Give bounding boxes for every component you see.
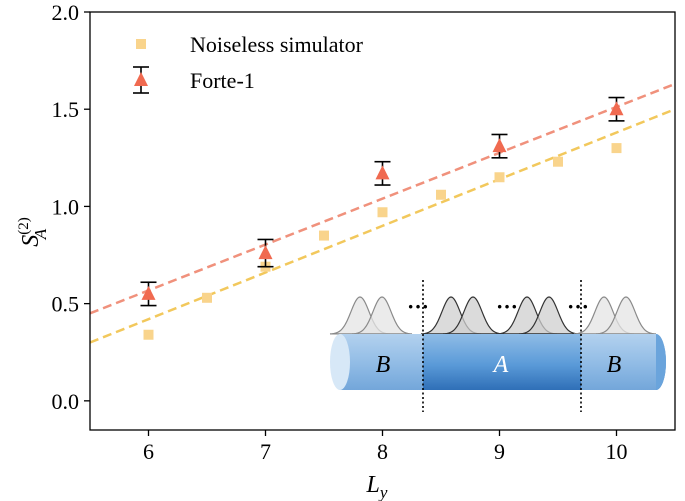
fit-line-1: [89, 82, 676, 315]
gaussian-bump-3: [442, 296, 504, 335]
marker-triangle-4: [609, 101, 624, 116]
x-tick-label-3: 9: [494, 439, 505, 464]
marker-square-6: [494, 172, 505, 183]
marker-square-0: [143, 329, 154, 340]
x-tick-label-2: 8: [377, 439, 388, 464]
cylinder-region-b-left: [340, 334, 423, 390]
marker-triangle-0: [141, 285, 156, 300]
region-label-a-1: A: [492, 352, 509, 378]
y-axis-label: S(2)A: [16, 217, 50, 247]
marker-triangle-1: [258, 245, 273, 260]
y-tick-label-1: 0.5: [52, 292, 80, 317]
cylinder-region-b-right: [581, 334, 656, 390]
marker-square-1: [202, 292, 212, 303]
legend-label-0: Noiseless simulator: [190, 32, 364, 57]
fit-lines: [89, 82, 676, 344]
marker-square-5: [436, 189, 446, 200]
gaussian-bump-1: [351, 296, 413, 335]
legend: Noiseless simulator Forte-1: [133, 32, 364, 94]
legend-label-1: Forte-1: [190, 68, 255, 93]
ellipsis-dots-2: ···: [567, 294, 589, 319]
marker-square-3: [319, 230, 329, 241]
marker-square-8: [611, 143, 622, 154]
marker-triangle-3: [492, 138, 507, 153]
region-label-b-2: B: [607, 352, 622, 378]
y-tick-label-2: 1.0: [52, 194, 80, 219]
ellipsis-dots-0: ···: [407, 294, 429, 319]
ellipsis-dots-1: ···: [496, 294, 518, 319]
marker-square-7: [553, 156, 563, 167]
x-tick-label-1: 7: [260, 439, 271, 464]
marker-triangle-2: [375, 165, 390, 180]
gaussian-bump-5: [518, 296, 580, 335]
cylinder-inset-diagram: ··· ··· ··· B A B: [329, 280, 666, 412]
cylinder-end-left: [330, 334, 350, 390]
data-markers: [140, 96, 625, 340]
legend-marker-triangle: [134, 72, 148, 86]
x-tick-label-4: 10: [606, 439, 628, 464]
legend-marker-square: [136, 39, 146, 49]
gaussian-bump-7: [595, 296, 657, 335]
axes: 6 7 8 9 10 0.0 0.5 1.0 1.5 2.0 Ly S(2)A: [16, 0, 676, 501]
y-tick-label-4: 2.0: [52, 0, 80, 25]
cylinder-end-right: [656, 334, 666, 390]
x-axis-label: Ly: [366, 472, 388, 501]
region-label-b-0: B: [376, 352, 391, 378]
fit-line-0: [89, 108, 676, 344]
y-tick-label-0: 0.0: [52, 389, 80, 414]
x-tick-label-0: 6: [143, 439, 154, 464]
y-tick-label-3: 1.5: [52, 97, 80, 122]
marker-square-4: [377, 207, 388, 218]
